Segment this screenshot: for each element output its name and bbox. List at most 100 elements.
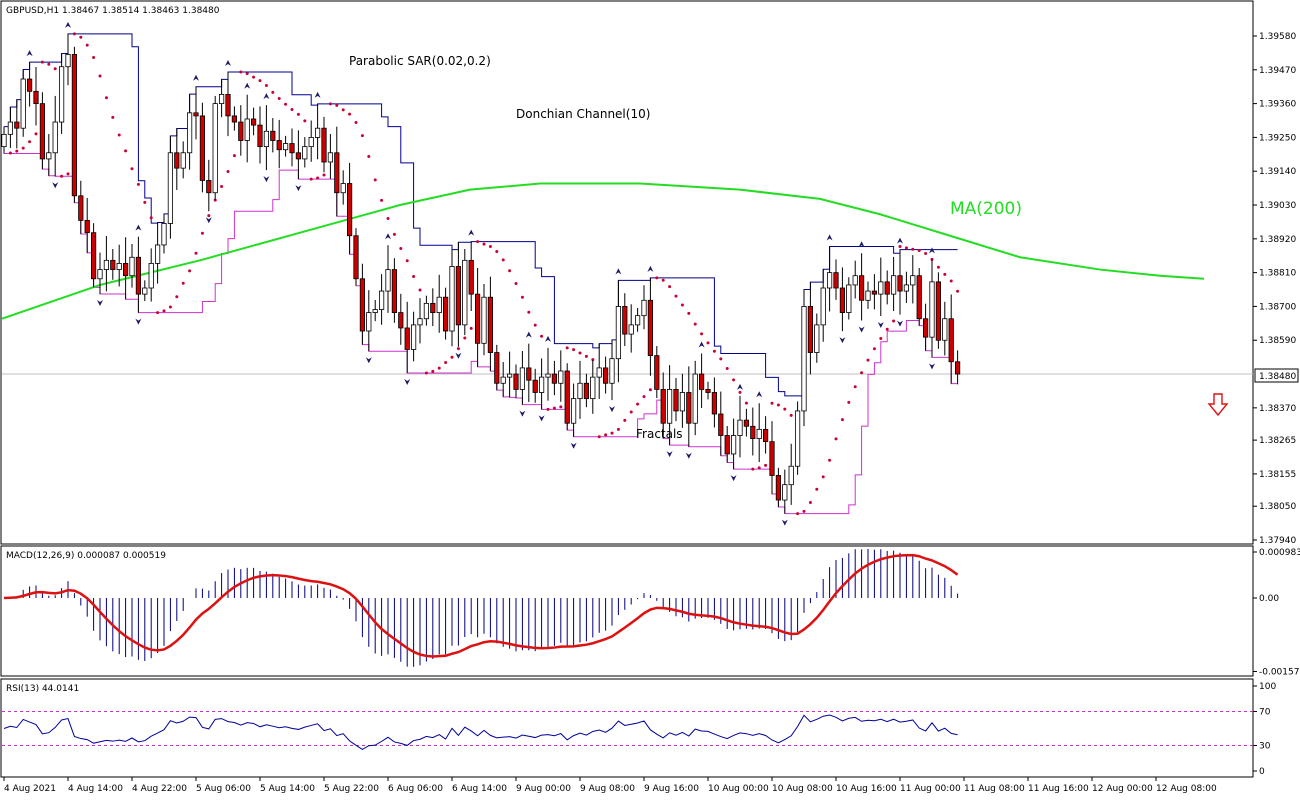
candle (558, 350, 564, 402)
sar-dot (303, 119, 307, 123)
candle (321, 116, 327, 173)
sar-dot (399, 246, 403, 250)
candle (449, 249, 455, 347)
sar-dot (207, 214, 211, 218)
down-arrow-icon (1207, 393, 1229, 417)
candle (743, 408, 750, 437)
rsi-axis-label: 0 (1259, 767, 1265, 777)
bull-candle-body (929, 281, 935, 338)
time-axis-label: 12 Aug 08:00 (1156, 784, 1217, 794)
sar-dot (98, 74, 102, 78)
bull-candle-body (519, 367, 526, 390)
bull-candle-body (20, 78, 26, 129)
fractal-up-marker (525, 331, 532, 338)
candle (667, 365, 673, 446)
sar-dot (264, 84, 268, 88)
sar-dot (175, 295, 179, 299)
candle (577, 360, 583, 419)
candle (391, 258, 398, 323)
sar-dot (28, 140, 32, 144)
candle (609, 339, 615, 401)
candle (142, 280, 148, 302)
candle (551, 360, 558, 396)
candle (884, 270, 890, 305)
candle (7, 106, 13, 148)
sar-dot (149, 216, 153, 220)
candle (539, 358, 545, 410)
time-axis-label: 11 Aug 16:00 (1028, 784, 1089, 794)
candle (225, 71, 231, 137)
bull-candle-body (218, 93, 225, 105)
sar-dot (456, 347, 460, 351)
candle (545, 347, 551, 401)
bull-candle-body (423, 302, 430, 320)
sar-dot (47, 62, 51, 66)
fractal-down-marker (609, 406, 615, 413)
sar-dot (386, 217, 390, 221)
candle (263, 105, 270, 171)
candle (891, 256, 897, 312)
sar-dot (424, 371, 428, 375)
sar-dot (802, 509, 806, 513)
sar-dot (501, 258, 505, 262)
bear-candle-body (91, 232, 97, 280)
sar-dot (885, 327, 889, 331)
candle (788, 443, 794, 505)
bear-candle-body (321, 127, 327, 163)
fractal-up-marker (193, 74, 199, 81)
price-axis-label: 1.39250 (1259, 133, 1296, 143)
bull-candle-body (667, 389, 673, 424)
sar-dot (770, 401, 774, 405)
candle (244, 94, 250, 163)
candle (705, 381, 711, 400)
price-axis-label: 1.39140 (1259, 167, 1296, 177)
bull-candle-body (302, 146, 308, 160)
time-axis-label: 9 Aug 16:00 (644, 784, 699, 794)
candle (564, 363, 570, 431)
sar-dot (514, 281, 518, 285)
rsi-label: RSI(13) 44.0141 (6, 684, 79, 694)
bull-candle-body (167, 152, 173, 224)
candle (820, 269, 826, 342)
candle (935, 272, 942, 349)
sar-dot (40, 60, 44, 64)
sar-dot (360, 134, 364, 138)
sar-dot (354, 121, 358, 125)
donchian-channel-label: Donchian Channel(10) (516, 107, 650, 121)
sar-dot (655, 276, 659, 280)
sar-dot (898, 245, 902, 249)
candle (455, 242, 462, 347)
sar-dot (8, 151, 12, 155)
candle (372, 299, 378, 322)
sar-dot (437, 366, 441, 370)
bull-candle-body (878, 281, 884, 295)
bull-candle-body (263, 130, 270, 148)
bear-candle-body (705, 389, 711, 393)
sar-dot (277, 97, 281, 101)
rsi-panel-frame (0, 678, 1254, 778)
candle (500, 362, 506, 397)
bull-candle-body (801, 306, 807, 412)
sar-dot (776, 403, 780, 407)
main-price-panel (1, 21, 1253, 526)
fractal-up-marker (26, 50, 33, 57)
fractal-up-marker (135, 224, 142, 231)
bull-candle-body (244, 118, 250, 141)
bull-candle-body (731, 435, 737, 455)
fractal-up-marker (225, 59, 231, 66)
time-axis-label: 10 Aug 00:00 (708, 784, 769, 794)
candle (769, 421, 775, 494)
fractal-down-marker (858, 326, 865, 333)
bull-candle-body (795, 410, 801, 467)
candle (385, 245, 391, 313)
sar-dot (335, 103, 339, 107)
bull-candle-body (615, 306, 622, 360)
bull-candle-body (97, 269, 103, 280)
candle (404, 301, 410, 373)
sar-dot (706, 341, 710, 345)
candle (654, 346, 660, 398)
candle (865, 281, 871, 309)
bull-candle-body (692, 373, 698, 424)
candle (199, 102, 205, 193)
